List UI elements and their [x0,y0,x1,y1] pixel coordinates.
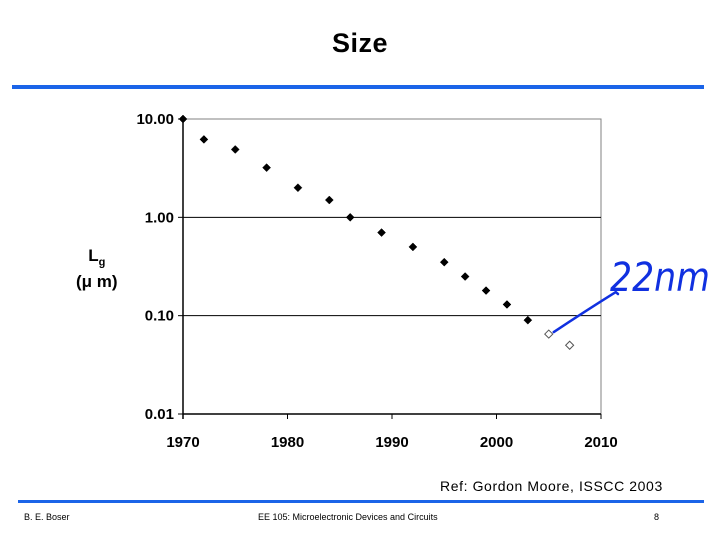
x-tick-label: 1990 [375,434,408,451]
data-points [178,114,575,350]
y-axis-subscript: g [98,256,106,269]
footer-author: B. E. Boser [24,512,70,522]
annotation-arrow [552,290,620,334]
x-tick-label: 1980 [271,434,304,451]
data-point [460,272,470,281]
x-tick-label: 2000 [480,434,513,451]
y-axis-ticks: 10.00 1.00 0.10 0.01 [136,111,183,423]
slide-title: Size [331,28,389,58]
x-tick-label: 2010 [584,434,617,451]
y-axis-symbol: L [88,246,99,265]
y-tick-label: 10.00 [136,111,174,128]
y-axis-unit: (μ m) [76,272,118,292]
data-point [523,315,533,325]
data-point [293,183,303,193]
data-point [199,135,209,144]
data-point [439,257,449,267]
x-axis-ticks: 1970 1980 1990 2000 2010 [166,414,618,451]
projected-point [544,329,554,339]
y-axis-label: Lg (μ m) [76,246,118,292]
page-number: 8 [654,512,660,522]
gridlines [183,216,601,317]
data-point [230,145,240,154]
footer-rule [18,500,704,503]
projected-point [564,340,575,350]
annotation-label: 22nm [610,255,710,301]
y-tick-label: 1.00 [145,209,174,226]
data-point [262,163,271,173]
reference-text: Ref: Gordon Moore, ISSCC 2003 [440,478,663,494]
data-point [502,300,512,309]
data-point [345,212,355,222]
plot-area [182,118,602,419]
data-point [377,228,386,237]
footer-course: EE 105: Microelectronic Devices and Circ… [258,512,438,522]
x-tick-label: 1970 [166,434,199,451]
title-rule [12,85,704,89]
data-point [324,195,334,205]
annotation-22nm: 22nm [552,255,710,334]
data-point [481,286,491,295]
plot-border [182,118,602,415]
data-point [178,114,188,124]
data-point [408,242,418,252]
y-tick-label: 0.10 [145,308,174,325]
y-tick-label: 0.01 [145,406,174,423]
